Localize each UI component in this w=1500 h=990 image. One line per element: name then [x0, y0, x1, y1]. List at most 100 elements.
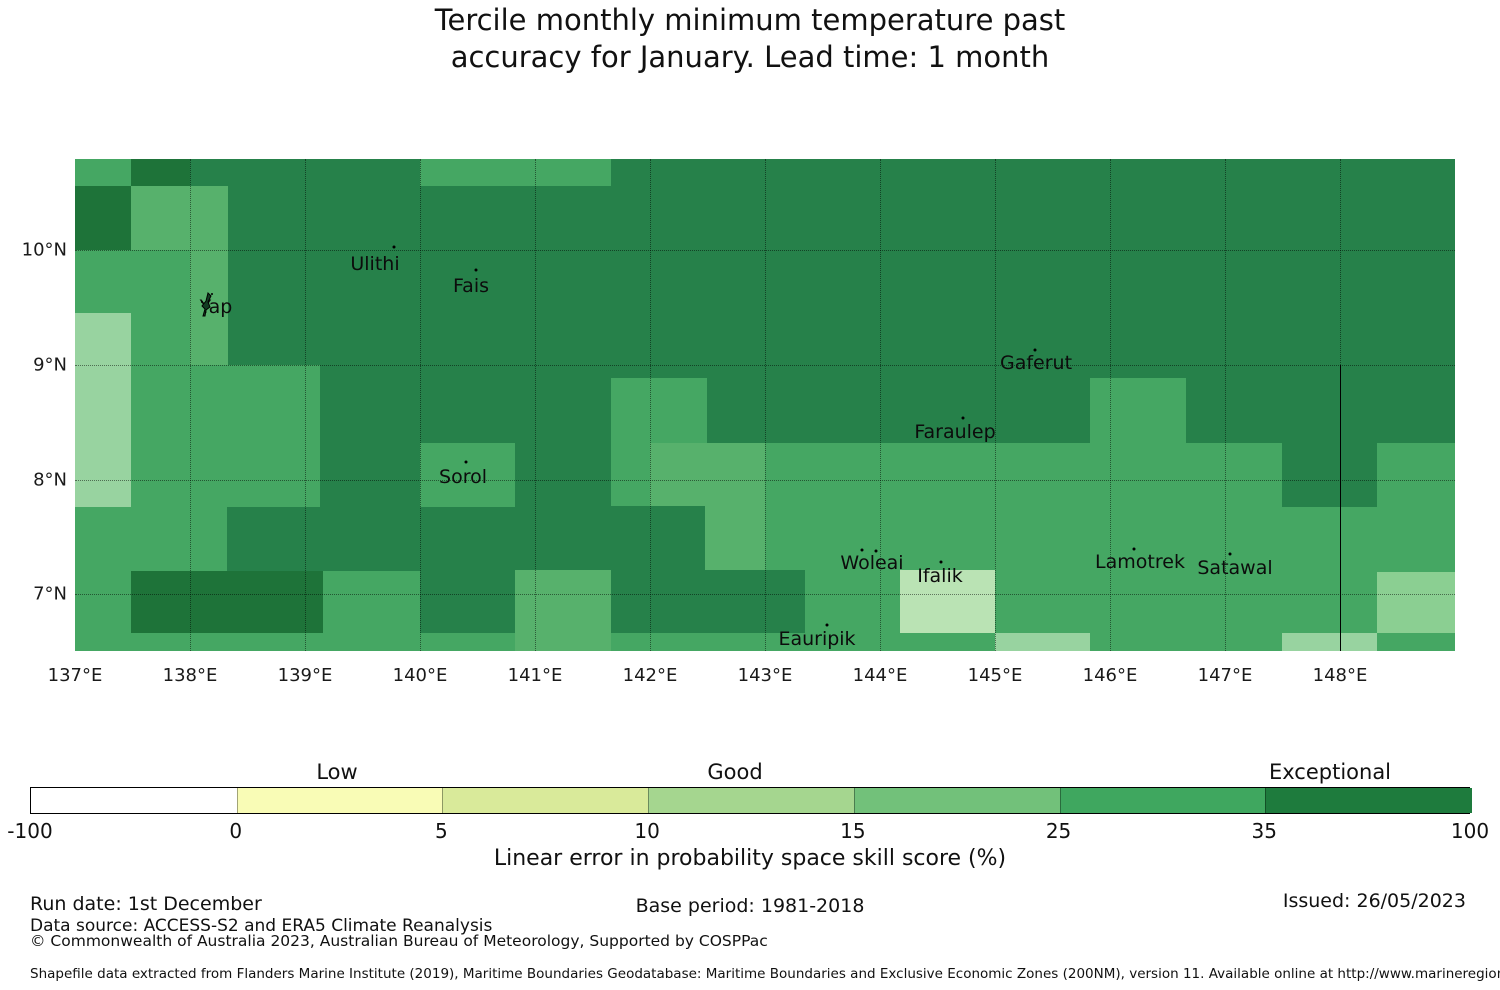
island-dot [961, 416, 965, 420]
colorbar [30, 787, 1472, 814]
island-dot [464, 460, 468, 464]
map-cell [650, 443, 705, 506]
map-cell [705, 443, 765, 570]
longitude-tick-label: 139°E [277, 665, 333, 686]
colorbar-tick-label: 0 [229, 819, 243, 843]
island-label-satawal: Satawal [1197, 557, 1273, 579]
island-dot [392, 245, 396, 249]
map-cell [900, 570, 995, 633]
longitude-tick-label: 148°E [1312, 665, 1368, 686]
map-cell [75, 186, 131, 250]
island-label-fais: Fais [452, 275, 490, 297]
yap-island-glyph [199, 290, 217, 322]
map-cell [131, 313, 190, 365]
longitude-tick-label: 142°E [622, 665, 678, 686]
island-label-woleai: Woleai [840, 552, 904, 574]
longitude-gridline [650, 159, 651, 651]
chart-title: Tercile monthly minimum temperature past… [0, 2, 1500, 76]
map-cell [131, 186, 228, 250]
map-cell [131, 159, 190, 186]
colorbar-category-label: Low [316, 760, 358, 784]
map-cell [75, 313, 131, 507]
shapefile-note-text: Shapefile data extracted from Flanders M… [30, 966, 1500, 982]
map-cell [995, 570, 1282, 633]
island-dot [1033, 348, 1037, 352]
map-cell [420, 443, 515, 507]
island-label-faraulep: Faraulep [914, 421, 996, 443]
chart-title-line2: accuracy for January. Lead time: 1 month [450, 40, 1050, 74]
data-source-text: Data source: ACCESS-S2 and ERA5 Climate … [30, 916, 493, 936]
colorbar-segment [1265, 788, 1472, 813]
island-label-gaferut: Gaferut [999, 352, 1073, 374]
island-dot [874, 549, 878, 553]
longitude-tick-label: 143°E [737, 665, 793, 686]
longitude-tick-label: 137°E [47, 665, 103, 686]
map-cell [1090, 378, 1186, 443]
longitude-tick-label: 138°E [162, 665, 218, 686]
skill-score-map: Yap Ulithi Fais Gaferut Faraulep Sorol Woleai I… [75, 159, 1455, 651]
colorbar-tick-label: -100 [7, 819, 53, 843]
colorbar-segment [1059, 788, 1267, 813]
island-dot [825, 623, 829, 627]
longitude-tick-label: 146°E [1082, 665, 1138, 686]
map-cell [995, 633, 1090, 651]
island-dot [1228, 552, 1232, 556]
map-cell [765, 443, 1282, 570]
longitude-tick-label: 144°E [852, 665, 908, 686]
colorbar-tick-label: 15 [840, 819, 866, 843]
colorbar-tick-label: 25 [1045, 819, 1072, 843]
map-cell [515, 570, 611, 651]
latitude-tick-label: 7°N [33, 583, 67, 605]
copyright-text: © Commonwealth of Australia 2023, Austra… [30, 932, 768, 950]
issued-date-text: Issued: 26/05/2023 [1282, 890, 1466, 912]
map-cell [75, 250, 190, 313]
latitude-tick-label: 9°N [33, 354, 67, 376]
colorbar-segment [31, 788, 237, 813]
latitude-tick-label: 10°N [21, 239, 67, 261]
longitude-gridline [880, 159, 881, 651]
map-cell [1377, 572, 1455, 633]
map-cell [131, 571, 323, 634]
map-cell [131, 633, 515, 651]
colorbar-tick-label: 5 [435, 819, 448, 843]
eez-boundary-line [1340, 365, 1341, 651]
longitude-gridline [420, 159, 421, 651]
map-cell [611, 378, 707, 443]
map-cell [75, 159, 131, 186]
colorbar-segment [236, 788, 444, 813]
map-cell [1377, 633, 1455, 651]
longitude-gridline [765, 159, 766, 651]
longitude-gridline [535, 159, 536, 651]
chart-title-line1: Tercile monthly minimum temperature past [434, 3, 1066, 37]
colorbar-tick-label: 35 [1251, 819, 1278, 843]
latitude-gridline [75, 594, 1455, 595]
longitude-gridline [995, 159, 996, 651]
colorbar-tick-label: 100 [1450, 819, 1490, 843]
colorbar-segment [853, 788, 1061, 813]
map-cell [611, 633, 995, 651]
map-cell [1282, 633, 1377, 651]
map-cell [1377, 443, 1455, 572]
map-cell [75, 571, 131, 651]
longitude-tick-label: 140°E [392, 665, 448, 686]
colorbar-segment [442, 788, 650, 813]
latitude-gridline [75, 365, 1455, 366]
island-dot [474, 268, 478, 272]
run-date-text: Run date: 1st December [30, 893, 262, 915]
map-cell [805, 570, 900, 633]
base-period-text: Base period: 1981-2018 [635, 895, 865, 917]
map-cell [1282, 507, 1377, 570]
longitude-tick-label: 147°E [1197, 665, 1253, 686]
island-dot [860, 548, 864, 552]
latitude-tick-label: 8°N [33, 469, 67, 491]
island-label-lamotrek: Lamotrek [1095, 551, 1185, 573]
colorbar-axis-label: Linear error in probability space skill … [493, 846, 1007, 871]
map-cell [1090, 633, 1282, 651]
longitude-gridline [1110, 159, 1111, 651]
colorbar-segment [648, 788, 855, 813]
latitude-gridline [75, 480, 1455, 481]
longitude-gridline [305, 159, 306, 651]
island-label-sorol: Sorol [439, 466, 487, 488]
latitude-gridline [75, 250, 1455, 251]
